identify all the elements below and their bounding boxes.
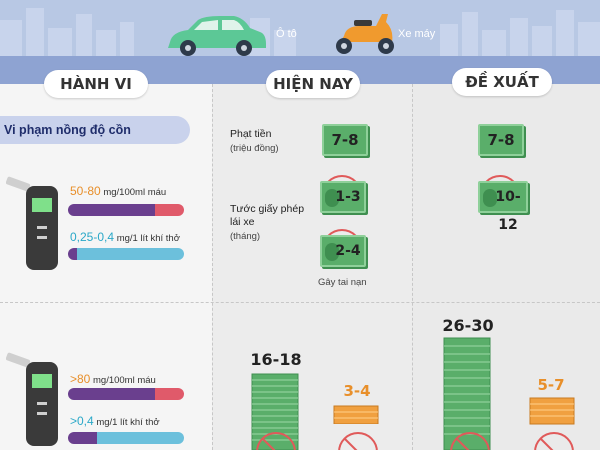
current-column [212,84,412,450]
row2-blood-bar [68,388,184,400]
breathalyzer-icon [6,176,58,270]
motorbike-label: Xe máy [398,28,436,40]
proposed-fine-money: 7-8 [478,124,524,156]
license-unit: (tháng) [230,231,261,242]
row1-blood-reading: 50-80 mg/100ml máu [70,184,166,198]
column-divider [212,84,213,450]
city-skyline [0,8,600,60]
proposed-license-value: 10-12 [495,189,521,233]
row1-blood-value: 50-80 [70,184,101,198]
fine-label: Phạt tiền [230,128,272,140]
row2-blood-reading: >80 mg/100ml máu [70,372,156,386]
row2-breath-bar [68,432,184,444]
behavior-heading: HÀNH VI [44,70,148,98]
current-moto-money-stack [333,405,379,424]
row2-breath-fill [68,432,97,444]
proposed-heading: ĐỀ XUẤT [452,68,552,96]
row1-breath-fill [68,248,78,260]
row2-blood-fill [68,388,155,400]
proposed-moto-fine: 5-7 [537,376,565,394]
row1-breath-value: 0,25-0,4 [70,230,115,244]
row1-breath-unit: mg/1 lít khí thở [116,233,180,244]
current-car-fine: 16-18 [250,350,302,369]
motorbike-icon [336,14,394,54]
proposed-license-money: 10-12 [478,181,528,233]
current-fine-value: 7-8 [331,131,359,149]
license-label: Tước giấy phép lái xe [230,203,305,228]
row2-breath-unit: mg/1 lít khí thở [96,417,160,428]
person-icon [325,243,339,261]
column-divider [412,84,413,450]
row1-breath-reading: 0,25-0,4 mg/1 lít khí thở [70,230,180,244]
current-license-accident-money: 2-4 [320,235,366,267]
current-license-value: 1-3 [335,189,361,205]
accident-label: Gây tai nạn [318,277,367,288]
row2-breath-reading: >0,4 mg/1 lít khí thở [70,414,160,428]
fine-unit: (triệu đồng) [230,143,279,154]
breathalyzer-icon [6,352,58,446]
row-divider [0,302,600,303]
proposed-fine-value: 7-8 [487,131,515,149]
row1-blood-fill [68,204,155,216]
person-icon [325,189,339,207]
row1-blood-unit: mg/100ml máu [103,187,167,198]
row2-breath-value: >0,4 [70,414,94,428]
row2-blood-value: >80 [70,372,91,386]
car-label: Ô tô [276,28,297,40]
row1-blood-bar [68,204,184,216]
proposed-moto-money-stack [529,397,575,425]
current-license-accident-value: 2-4 [335,243,361,259]
person-icon [483,189,497,207]
section-title: Vi phạm nồng độ cồn [0,116,190,144]
row1-breath-bar [68,248,184,260]
current-heading: HIỆN NAY [266,70,360,98]
current-moto-fine: 3-4 [343,382,371,400]
car-icon [168,16,266,56]
proposed-car-fine: 26-30 [442,316,494,335]
current-fine-money: 7-8 [322,124,368,156]
row2-blood-unit: mg/100ml máu [93,375,156,386]
current-license-money: 1-3 [320,181,366,213]
